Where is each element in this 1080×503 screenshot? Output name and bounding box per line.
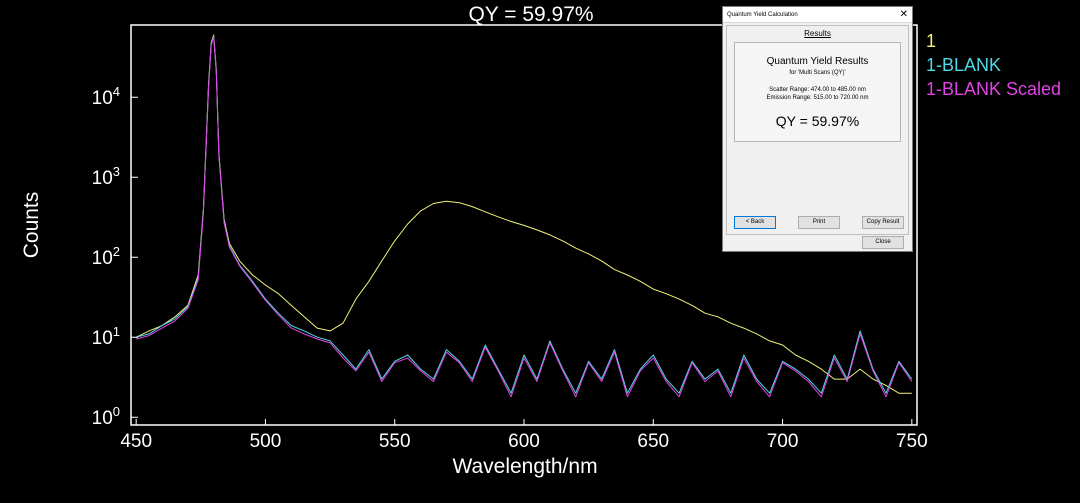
quantum-yield-dialog[interactable]: Quantum Yield Calculation ✕ Results Quan…: [722, 6, 913, 252]
scatter-range-text: Scatter Range: 474.00 to 485.00 nm: [769, 87, 866, 93]
legend-item-0: 1: [926, 31, 936, 51]
emission-range-text: Emission Range: 515.00 to 720.00 nm: [766, 95, 869, 101]
y-tick-label-1: 100: [92, 404, 120, 429]
results-box: Quantum Yield Results for 'Multi Scans (…: [734, 42, 901, 142]
results-panel: Results Quantum Yield Results for 'Multi…: [726, 25, 909, 235]
x-tick-label-750: 750: [896, 431, 928, 452]
back-button[interactable]: < Back: [734, 216, 776, 229]
chart-title: QY = 59.97%: [468, 3, 593, 26]
y-tick-label-1000: 103: [92, 164, 120, 189]
x-tick-label-500: 500: [250, 431, 282, 452]
y-tick-label-10000: 104: [92, 84, 120, 109]
x-tick-label-550: 550: [379, 431, 411, 452]
dialog-titlebar[interactable]: Quantum Yield Calculation ✕: [723, 7, 912, 23]
y-tick-label-10: 101: [92, 324, 120, 349]
legend-item-1: 1-BLANK: [926, 55, 1001, 75]
close-button[interactable]: Close: [862, 236, 904, 249]
close-icon[interactable]: ✕: [899, 9, 908, 20]
x-tick-label-450: 450: [120, 431, 152, 452]
results-subheading: for 'Multi Scans (QY)': [789, 70, 846, 76]
x-tick-label-700: 700: [767, 431, 799, 452]
x-tick-label-650: 650: [637, 431, 669, 452]
results-heading: Quantum Yield Results: [766, 56, 869, 67]
results-section-title: Results: [804, 29, 831, 38]
copy-result-button[interactable]: Copy Result: [862, 216, 904, 229]
dialog-title: Quantum Yield Calculation: [727, 12, 798, 18]
qy-result-text: QY = 59.97%: [775, 113, 860, 129]
x-tick-label-600: 600: [508, 431, 540, 452]
legend-item-2: 1-BLANK Scaled: [926, 79, 1061, 99]
print-button[interactable]: Print: [798, 216, 840, 229]
y-tick-label-100: 102: [92, 244, 120, 269]
x-axis-label: Wavelength/nm: [452, 455, 597, 478]
y-axis-label: Counts: [20, 192, 43, 259]
series-line-2: [136, 36, 913, 398]
